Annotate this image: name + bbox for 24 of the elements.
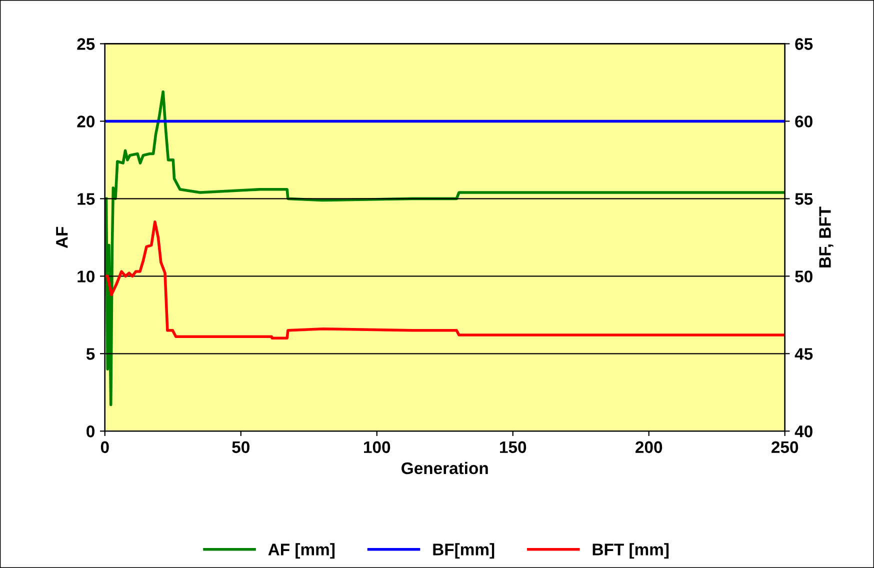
- x-tick-label: 150: [500, 441, 526, 454]
- y-tick-label: 10: [78, 270, 94, 282]
- y2-tick-label: 65: [795, 38, 813, 50]
- x-tick-label: 100: [364, 441, 390, 454]
- y2-tick-label: 45: [794, 348, 813, 360]
- x-tick-label: 250: [772, 441, 798, 454]
- y-axis-title: AF: [56, 226, 68, 248]
- y-tick-label: 25: [77, 38, 95, 50]
- y2-tick-label: 40: [794, 426, 812, 438]
- x-tick-label: 200: [636, 441, 662, 454]
- y2-tick-label: 55: [795, 193, 813, 205]
- legend-label: BF[mm]: [433, 543, 494, 559]
- x-axis-title: Generation: [402, 462, 488, 474]
- y-tick-label: 5: [86, 348, 95, 360]
- x-tick-label: 50: [232, 441, 250, 454]
- y2-axis-title: BF, BFT: [819, 206, 834, 268]
- y-tick-label: 20: [77, 116, 94, 128]
- y-tick-label: 15: [78, 193, 95, 205]
- legend-label: AF [mm]: [268, 543, 334, 559]
- y-tick-label: 0: [86, 426, 94, 438]
- x-tick-label: 0: [100, 441, 109, 454]
- legend-label: BFT [mm]: [592, 543, 669, 559]
- y2-tick-label: 60: [795, 116, 812, 128]
- y2-tick-label: 50: [795, 270, 812, 282]
